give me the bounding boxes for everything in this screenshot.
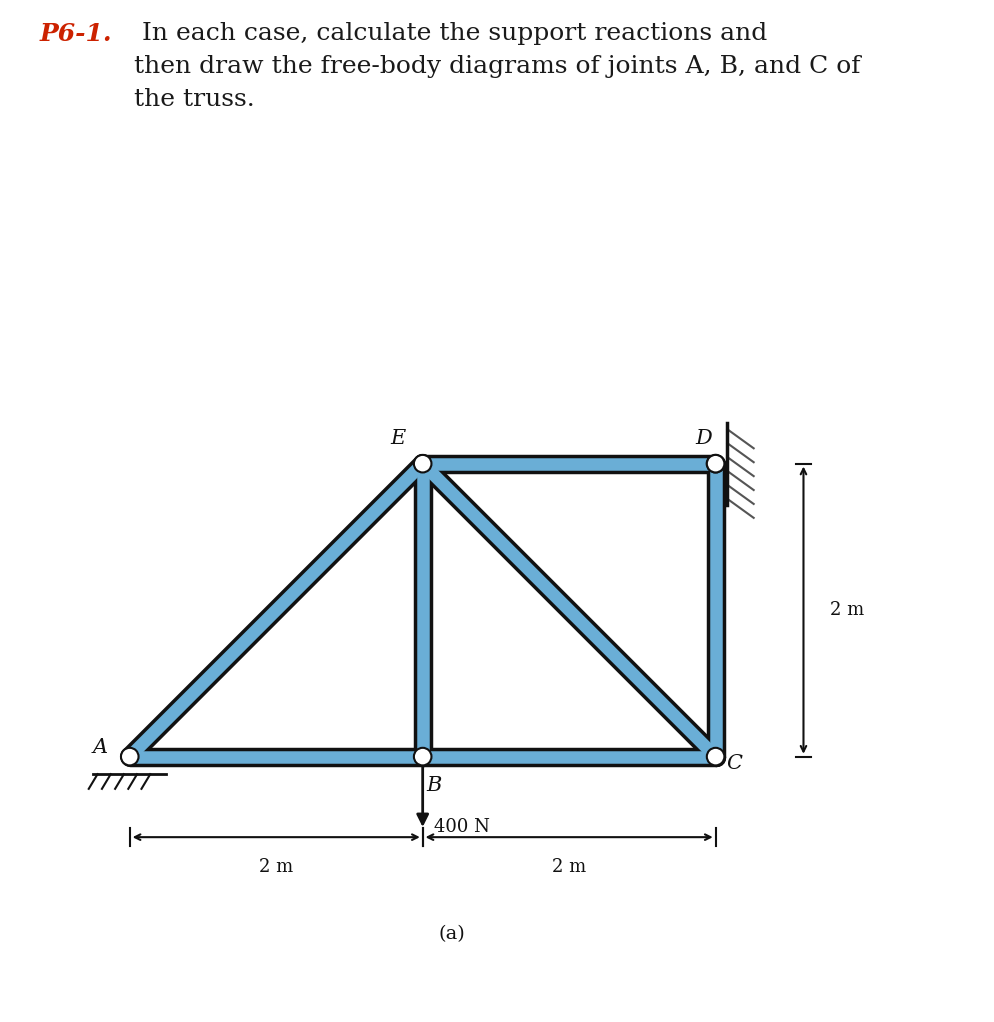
Text: B: B: [426, 777, 441, 795]
Circle shape: [706, 455, 724, 472]
Circle shape: [706, 748, 724, 765]
Text: A: A: [92, 738, 108, 757]
Circle shape: [706, 455, 724, 472]
Text: E: E: [390, 429, 405, 449]
Text: P6-1.: P6-1.: [40, 22, 112, 46]
Text: 2 m: 2 m: [552, 857, 585, 876]
Text: D: D: [695, 429, 712, 449]
Circle shape: [121, 748, 138, 765]
Circle shape: [414, 455, 431, 472]
Text: 2 m: 2 m: [829, 601, 863, 619]
Text: 2 m: 2 m: [258, 857, 293, 876]
Text: 400 N: 400 N: [434, 818, 490, 836]
Text: (a): (a): [438, 925, 465, 943]
Circle shape: [414, 748, 431, 765]
Text: In each case, calculate the support reactions and
then draw the free-body diagra: In each case, calculate the support reac…: [134, 22, 860, 110]
Text: C: C: [726, 754, 742, 774]
